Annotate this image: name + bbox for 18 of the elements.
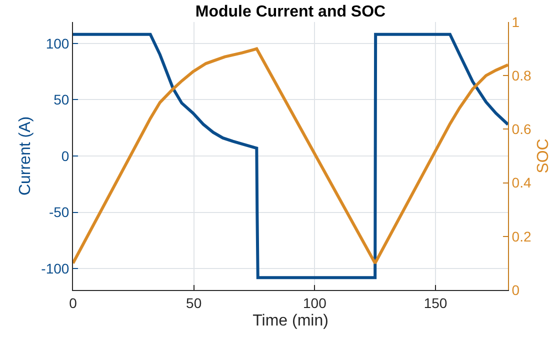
- y-tick-label: 50: [54, 92, 70, 108]
- x-tick-label: 150: [424, 294, 448, 311]
- x-axis-title: Time (min): [252, 312, 328, 330]
- y-axis-title: Current (A): [17, 116, 34, 196]
- x-tick-label: 100: [302, 294, 327, 311]
- y2-tick-label: 0: [512, 282, 520, 298]
- y2-axis-title: SOC: [535, 138, 552, 174]
- x-tick-label: 50: [186, 294, 202, 311]
- y2-tick-label: 1: [512, 14, 520, 30]
- y2-tick-label: 0.2: [512, 228, 532, 244]
- chart-title: Module Current and SOC: [195, 3, 386, 20]
- y-tick-label: 0: [61, 148, 70, 164]
- y2-tick-label: 0.8: [512, 68, 532, 84]
- y2-tick-label: 0.6: [512, 121, 532, 138]
- y-tick-label: 100: [46, 35, 70, 52]
- y-tick-label: -50: [48, 204, 70, 220]
- y2-tick-label: 0.4: [512, 174, 532, 191]
- y-tick-label: -100: [41, 260, 70, 277]
